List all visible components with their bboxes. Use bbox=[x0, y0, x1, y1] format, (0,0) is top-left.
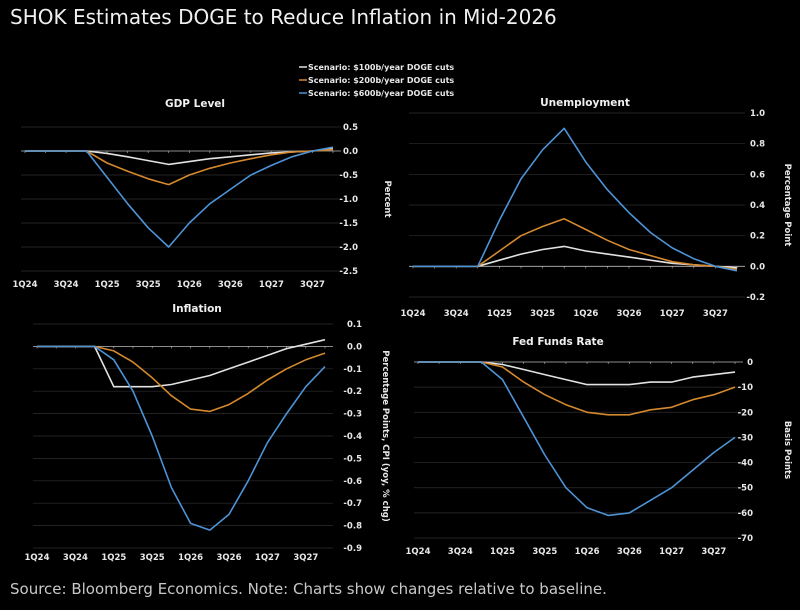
y-tick-label: 0.1 bbox=[347, 320, 362, 330]
x-tick-label: 1Q26 bbox=[575, 547, 600, 557]
x-tick-label: 1Q25 bbox=[487, 309, 512, 319]
x-tick-label: 1Q24 bbox=[25, 553, 50, 563]
panel-title: Fed Funds Rate bbox=[512, 336, 603, 348]
legend-item: Scenario: $600b/year DOGE cuts bbox=[299, 89, 454, 98]
panel-gdp-level: 0.5 0.0 -0.5 -1.0 -1.5 -2.0 -2.5 1Q24 3Q24 1Q25 3Q… bbox=[13, 98, 392, 290]
y-tick-label: -0.9 bbox=[343, 544, 362, 554]
y-tick-label: 0.6 bbox=[750, 170, 765, 180]
y-tick-label: -0.2 bbox=[746, 293, 765, 303]
x-tick-label: 3Q27 bbox=[293, 553, 318, 563]
x-tick-label: 1Q24 bbox=[406, 547, 431, 557]
series-line-100b bbox=[418, 361, 736, 386]
legend-item: Scenario: $100b/year DOGE cuts bbox=[299, 63, 454, 72]
x-tick-label: 1Q27 bbox=[255, 553, 280, 563]
panel-inflation: 0.1 0.0 -0.1 -0.2 -0.3 -0.4 -0.5 -0.6 -0.7 -0.8 -0… bbox=[25, 303, 390, 563]
x-tick-label: 3Q25 bbox=[530, 309, 555, 319]
x-tick-label: 3Q27 bbox=[701, 547, 726, 557]
y-tick-label: 0.5 bbox=[343, 123, 358, 133]
x-tick-label: 1Q26 bbox=[573, 309, 598, 319]
y-tick-label: -0.5 bbox=[339, 171, 358, 181]
panel-unemployment: 1.0 0.8 0.6 0.4 0.2 0.0 -0.2 1Q24 3Q24 1Q25 3Q25 1Q… bbox=[401, 97, 792, 319]
x-tick-label: 1Q27 bbox=[660, 309, 685, 319]
x-tick-label: 3Q25 bbox=[136, 280, 161, 290]
x-tick-label: 1Q26 bbox=[178, 553, 203, 563]
panel-title: GDP Level bbox=[165, 98, 225, 110]
y-axis-label: Percentage Points, CPI (yoy, % chg) bbox=[380, 350, 390, 522]
x-tick-label: 1Q27 bbox=[659, 547, 684, 557]
x-tick-label: 1Q24 bbox=[13, 280, 38, 290]
y-tick-label: -0.3 bbox=[343, 410, 362, 420]
series-line-600b bbox=[418, 361, 736, 517]
y-tick-label: -0.2 bbox=[343, 387, 362, 397]
panel-title: Inflation bbox=[172, 303, 222, 315]
y-tick-label: -1.5 bbox=[339, 219, 358, 229]
y-tick-label: -0.1 bbox=[343, 365, 362, 375]
series-line-200b bbox=[25, 148, 334, 186]
y-tick-label: 0.4 bbox=[750, 201, 765, 211]
y-tick-label: -0.4 bbox=[343, 432, 362, 442]
y-tick-label: -2.0 bbox=[339, 243, 358, 253]
x-tick-label: 3Q25 bbox=[140, 553, 165, 563]
legend-label: Scenario: $200b/year DOGE cuts bbox=[308, 76, 454, 85]
y-tick-label: -60 bbox=[738, 509, 753, 519]
y-tick-label: 0.8 bbox=[750, 140, 765, 150]
y-tick-label: 0.0 bbox=[343, 147, 358, 157]
series-line-600b bbox=[413, 127, 738, 272]
y-tick-label: -1.0 bbox=[339, 195, 358, 205]
y-tick-label: -50 bbox=[738, 484, 753, 494]
x-tick-label: 3Q24 bbox=[63, 553, 88, 563]
y-tick-label: -10 bbox=[738, 383, 753, 393]
legend-label: Scenario: $600b/year DOGE cuts bbox=[308, 89, 454, 98]
y-tick-label: -2.5 bbox=[339, 267, 358, 277]
x-tick-label: 3Q26 bbox=[218, 280, 243, 290]
x-tick-label: 3Q26 bbox=[617, 309, 642, 319]
y-tick-label: 0 bbox=[747, 358, 753, 368]
series-line-600b bbox=[37, 345, 326, 531]
chart-title: SHOK Estimates DOGE to Reduce Inflation … bbox=[10, 5, 557, 29]
series-line-600b bbox=[25, 146, 334, 248]
y-tick-label: -0.8 bbox=[343, 522, 362, 532]
x-tick-label: 3Q24 bbox=[448, 547, 473, 557]
x-tick-label: 3Q24 bbox=[54, 280, 79, 290]
y-axis-label: Basis Points bbox=[782, 421, 792, 479]
y-tick-label: 0.2 bbox=[750, 232, 765, 242]
legend-label: Scenario: $100b/year DOGE cuts bbox=[308, 63, 454, 72]
source-note: Source: Bloomberg Economics. Note: Chart… bbox=[10, 580, 607, 598]
y-tick-label: -0.6 bbox=[343, 477, 362, 487]
x-tick-label: 3Q25 bbox=[532, 547, 557, 557]
x-tick-label: 3Q26 bbox=[617, 547, 642, 557]
panel-title: Unemployment bbox=[540, 97, 630, 109]
series-line-200b bbox=[37, 345, 326, 413]
x-tick-label: 1Q25 bbox=[490, 547, 515, 557]
y-tick-label: -40 bbox=[738, 459, 753, 469]
x-tick-label: 1Q24 bbox=[401, 309, 426, 319]
series-line-200b bbox=[418, 361, 736, 416]
x-tick-label: 3Q24 bbox=[444, 309, 469, 319]
y-tick-label: -30 bbox=[738, 433, 753, 443]
x-tick-label: 3Q26 bbox=[217, 553, 242, 563]
y-tick-label: 0.0 bbox=[347, 342, 362, 352]
x-tick-label: 1Q26 bbox=[177, 280, 202, 290]
x-tick-label: 3Q27 bbox=[300, 280, 325, 290]
x-tick-label: 3Q27 bbox=[703, 309, 728, 319]
x-tick-label: 1Q27 bbox=[259, 280, 284, 290]
legend-item: Scenario: $200b/year DOGE cuts bbox=[299, 76, 454, 85]
panel-fed-funds-rate: 0 -10 -20 -30 -40 -50 -60 -70 1Q24 3Q24 1Q25 3Q25 1Q… bbox=[406, 336, 792, 557]
x-tick-label: 1Q25 bbox=[101, 553, 126, 563]
y-axis-label: Percent bbox=[382, 180, 392, 217]
y-axis-label: Percentage Point bbox=[782, 164, 792, 247]
y-tick-label: -0.5 bbox=[343, 454, 362, 464]
y-tick-label: -20 bbox=[738, 408, 753, 418]
x-tick-label: 1Q25 bbox=[95, 280, 120, 290]
series-line-200b bbox=[413, 218, 738, 271]
y-tick-label: -70 bbox=[738, 534, 753, 544]
y-tick-label: -0.7 bbox=[343, 499, 362, 509]
y-tick-label: 0.0 bbox=[750, 262, 765, 272]
y-tick-label: 1.0 bbox=[750, 109, 765, 119]
